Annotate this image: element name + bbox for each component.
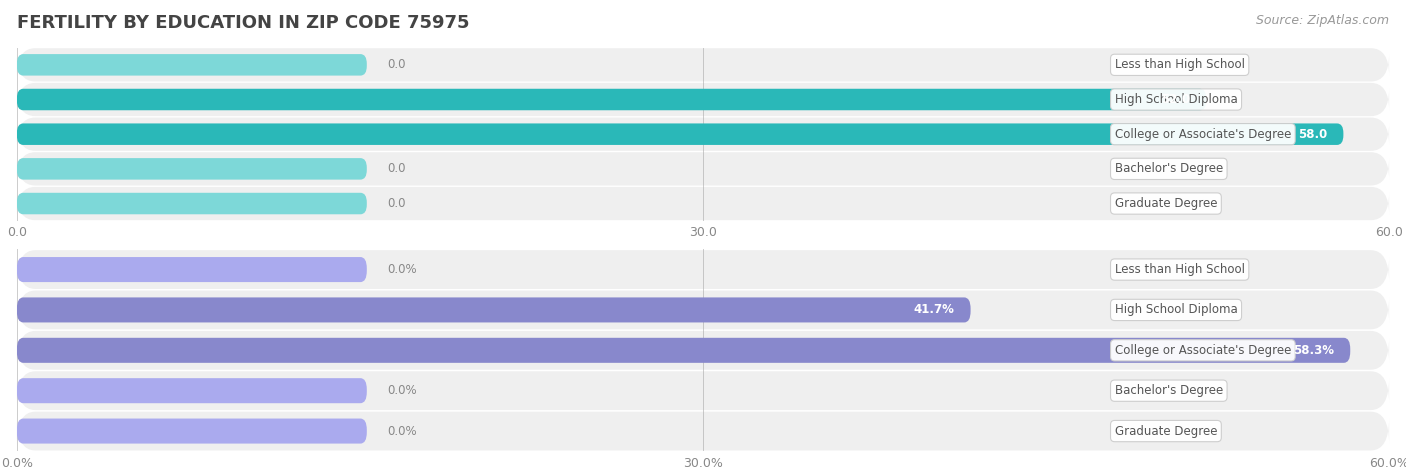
Text: Bachelor's Degree: Bachelor's Degree — [1115, 384, 1223, 397]
FancyBboxPatch shape — [17, 158, 367, 180]
FancyBboxPatch shape — [17, 257, 367, 282]
FancyBboxPatch shape — [17, 371, 1389, 410]
Text: Graduate Degree: Graduate Degree — [1115, 197, 1218, 210]
Text: College or Associate's Degree: College or Associate's Degree — [1115, 344, 1291, 357]
Text: 0.0%: 0.0% — [388, 263, 418, 276]
Text: Source: ZipAtlas.com: Source: ZipAtlas.com — [1256, 14, 1389, 27]
FancyBboxPatch shape — [17, 83, 1389, 116]
FancyBboxPatch shape — [17, 117, 1389, 151]
FancyBboxPatch shape — [17, 291, 1389, 329]
Text: Less than High School: Less than High School — [1115, 58, 1244, 71]
FancyBboxPatch shape — [17, 89, 1206, 110]
FancyBboxPatch shape — [17, 48, 1389, 82]
Text: Graduate Degree: Graduate Degree — [1115, 425, 1218, 437]
FancyBboxPatch shape — [17, 378, 367, 403]
FancyBboxPatch shape — [17, 54, 367, 76]
Text: 58.3%: 58.3% — [1292, 344, 1334, 357]
Text: 58.0: 58.0 — [1298, 128, 1327, 141]
Text: Less than High School: Less than High School — [1115, 263, 1244, 276]
Text: 0.0: 0.0 — [388, 162, 406, 175]
Text: FERTILITY BY EDUCATION IN ZIP CODE 75975: FERTILITY BY EDUCATION IN ZIP CODE 75975 — [17, 14, 470, 32]
FancyBboxPatch shape — [17, 124, 1343, 145]
FancyBboxPatch shape — [17, 152, 1389, 186]
Text: College or Associate's Degree: College or Associate's Degree — [1115, 128, 1291, 141]
FancyBboxPatch shape — [17, 412, 1389, 450]
Text: Bachelor's Degree: Bachelor's Degree — [1115, 162, 1223, 175]
Text: 0.0%: 0.0% — [388, 425, 418, 437]
Text: 52.0: 52.0 — [1160, 93, 1189, 106]
FancyBboxPatch shape — [17, 418, 367, 444]
FancyBboxPatch shape — [17, 193, 367, 214]
Text: High School Diploma: High School Diploma — [1115, 93, 1237, 106]
FancyBboxPatch shape — [17, 297, 970, 323]
FancyBboxPatch shape — [17, 338, 1350, 363]
Text: 0.0%: 0.0% — [388, 384, 418, 397]
FancyBboxPatch shape — [17, 331, 1389, 370]
FancyBboxPatch shape — [17, 250, 1389, 289]
Text: High School Diploma: High School Diploma — [1115, 304, 1237, 316]
Text: 41.7%: 41.7% — [914, 304, 955, 316]
FancyBboxPatch shape — [17, 187, 1389, 220]
Text: 0.0: 0.0 — [388, 58, 406, 71]
Text: 0.0: 0.0 — [388, 197, 406, 210]
